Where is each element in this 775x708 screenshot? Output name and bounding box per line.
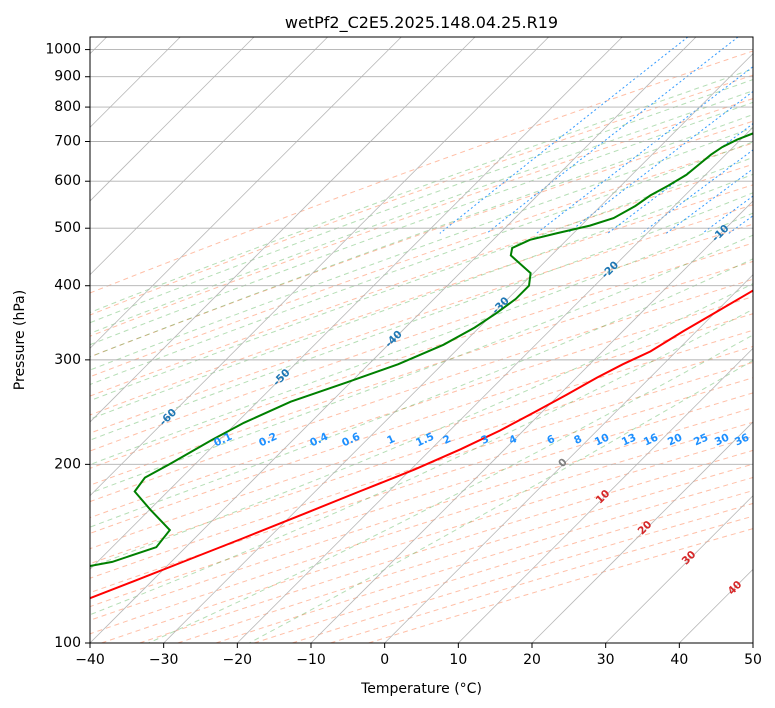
x-tick-label: −30 <box>149 652 179 668</box>
moist-adiabat <box>90 127 753 371</box>
mixing-ratio-label: 36 <box>733 431 751 448</box>
mixing-ratio-label: 8 <box>572 433 584 447</box>
moist-adiabat <box>90 156 753 402</box>
mixing-ratio-label: 6 <box>545 433 557 447</box>
mixing-ratio-labels: 0.1 0.2 0.4 0.6 1 1.5 2 3 4 6 8 10 13 16 20 25 30 36 <box>212 431 751 450</box>
mixing-ratio-label: 3 <box>479 433 491 447</box>
dry-adiabat <box>90 242 753 469</box>
temperature-line <box>90 289 753 600</box>
mixing-ratio-label: 4 <box>507 433 519 447</box>
isotherm-line <box>90 37 623 570</box>
moist-adiabat <box>90 192 753 441</box>
y-tick-label: 100 <box>54 635 81 651</box>
isotherm-line <box>163 53 753 643</box>
dry-adiabat <box>90 329 753 550</box>
moist-adiabat <box>90 101 753 346</box>
mixing-ratio-label: 30 <box>713 431 731 448</box>
dewpoint-line <box>90 132 753 568</box>
moist-adiabat <box>90 283 753 568</box>
isotherm-line <box>90 37 255 202</box>
x-tick-label: 0 <box>380 652 389 668</box>
y-tick-label: 400 <box>54 278 81 294</box>
isotherm-line <box>90 37 697 643</box>
y-tick-label: 900 <box>54 69 81 85</box>
moist-adiabat <box>90 173 753 420</box>
moist-adiabat <box>249 359 753 643</box>
y-tick-label: 700 <box>54 133 81 149</box>
dry-adiabat <box>90 98 753 337</box>
y-axis: 100 200 300 400 500 600 700 800 900 1000 <box>45 42 90 651</box>
moist-adiabat <box>148 334 753 643</box>
y-tick-label: 800 <box>54 99 81 115</box>
isotherm-line <box>90 37 328 276</box>
moist-adiabat <box>90 79 753 324</box>
mixing-ratio-label: 20 <box>666 431 684 448</box>
dry-adiabat <box>90 142 753 378</box>
sounding-series <box>90 132 753 600</box>
x-tick-label: 50 <box>744 652 762 668</box>
x-tick-label: 20 <box>523 652 541 668</box>
x-tick-label: 40 <box>670 652 688 668</box>
mixing-ratio-line <box>607 122 753 234</box>
dry-adiabat <box>90 313 753 534</box>
mixing-ratio-label: 2 <box>441 433 453 447</box>
x-tick-label: 30 <box>597 652 615 668</box>
mixing-ratio-label: 25 <box>692 431 710 448</box>
mixing-ratio-label: 10 <box>593 431 611 448</box>
x-tick-label: 10 <box>449 652 467 668</box>
moist-adiabat <box>90 114 753 358</box>
mixing-ratio-label: 16 <box>642 431 660 448</box>
x-axis-label: Temperature (°C) <box>360 681 482 697</box>
dry-adiabat <box>90 392 753 608</box>
mixing-ratio-label: 1 <box>385 433 397 447</box>
moist-adiabat <box>90 212 753 466</box>
isotherm-line <box>90 37 549 497</box>
chart-title: wetPf2_C2E5.2025.148.04.25.R19 <box>285 13 558 33</box>
moist-adiabat <box>90 68 753 314</box>
dry-adiabat <box>90 184 753 416</box>
isotherm-line <box>605 495 753 643</box>
mixing-ratio-line <box>536 65 753 234</box>
y-tick-label: 200 <box>54 456 81 472</box>
isotherm-line <box>90 37 476 423</box>
isotherm-line <box>531 421 753 643</box>
dry-adiabat <box>90 377 753 594</box>
moist-adiabat <box>90 258 753 528</box>
x-tick-label: −40 <box>75 652 105 668</box>
mixing-ratio-line <box>566 90 753 234</box>
x-tick-label: −20 <box>223 652 253 668</box>
dry-adiabat <box>90 50 753 294</box>
isotherm-line <box>458 347 753 643</box>
x-axis: −40 −30 −20 −10 0 10 20 30 40 50 <box>75 643 762 668</box>
y-tick-label: 600 <box>54 173 81 189</box>
mixing-ratio-label: 13 <box>620 431 638 448</box>
isotherm-line <box>90 37 402 349</box>
plot-area: -100-90-80-70-60-50-40-30-20-10 <box>90 37 753 643</box>
y-tick-label: 1000 <box>45 42 81 58</box>
dry-adiabat <box>90 74 753 316</box>
y-tick-label: 300 <box>54 352 81 368</box>
mixing-ratio-line <box>439 37 689 234</box>
plot-frame <box>89 36 754 644</box>
moist-adiabat <box>90 141 753 386</box>
x-tick-label: −10 <box>296 652 326 668</box>
y-tick-label: 500 <box>54 220 81 236</box>
isotherm-line <box>310 200 753 643</box>
isotherm-line <box>384 274 753 643</box>
y-axis-label: Pressure (hPa) <box>12 290 28 390</box>
moist-adiabat <box>90 308 753 616</box>
